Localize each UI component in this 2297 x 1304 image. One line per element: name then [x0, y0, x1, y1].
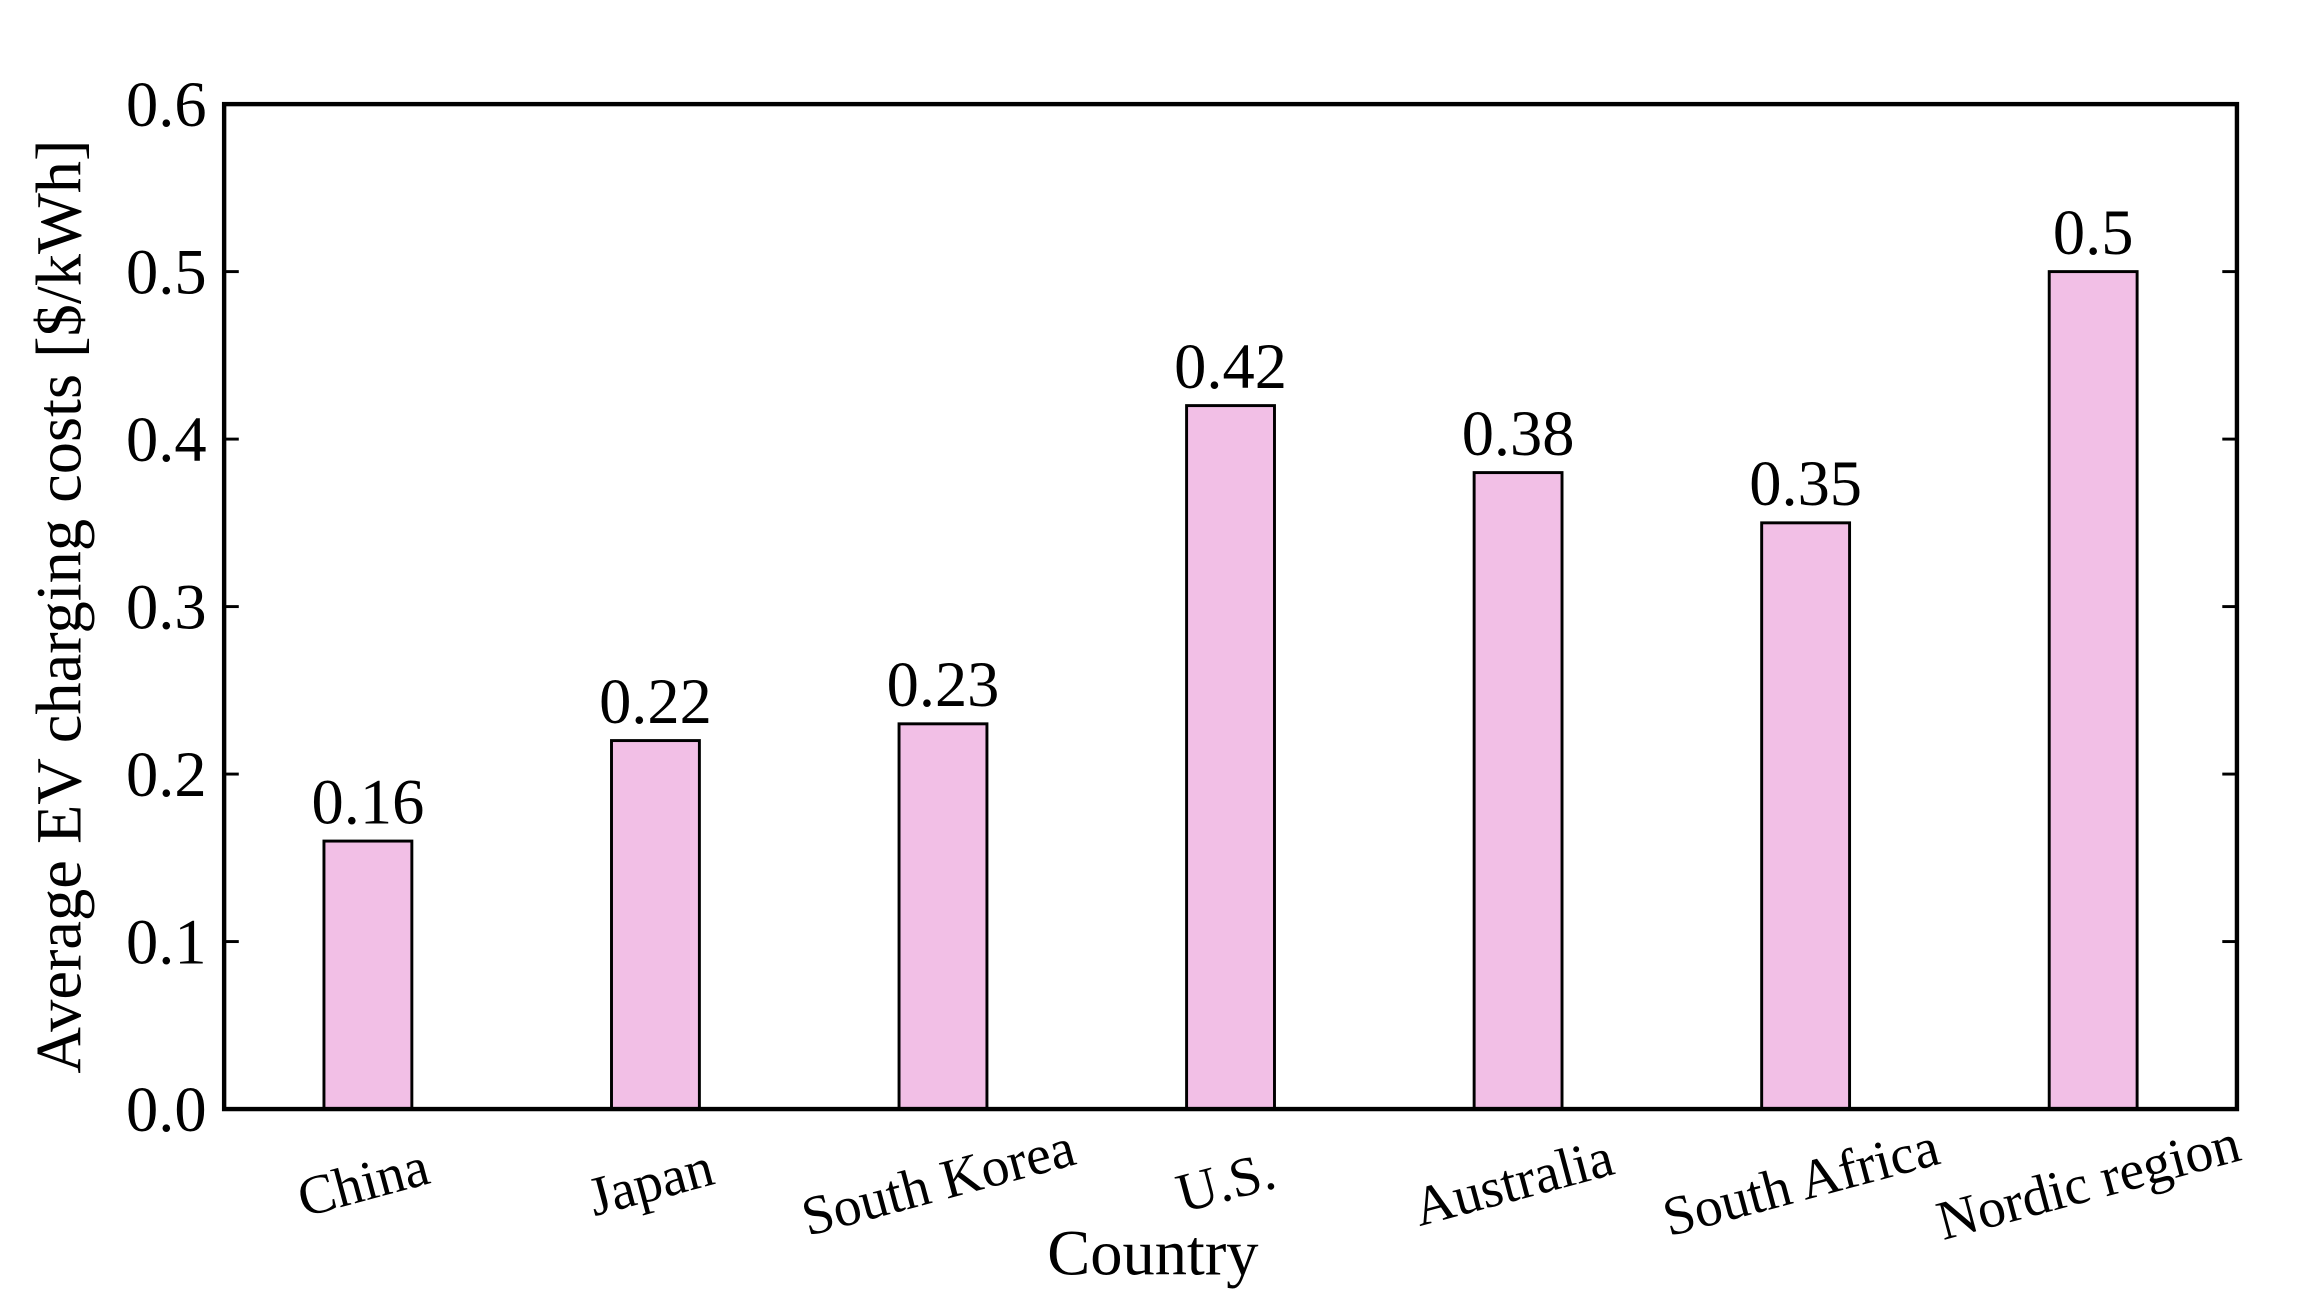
- y-tick-label: 0.3: [126, 572, 207, 643]
- x-tick-label: China: [291, 1135, 435, 1229]
- x-tick-label: U.S.: [1170, 1140, 1282, 1226]
- value-label: 0.23: [887, 649, 1000, 720]
- value-label: 0.35: [1749, 448, 1862, 519]
- y-tick-label: 0.0: [126, 1074, 207, 1145]
- value-label: 0.22: [599, 666, 712, 737]
- y-axis-title: Average EV charging costs [$/kWh]: [24, 140, 95, 1074]
- x-tick-label: South Africa: [1656, 1116, 1945, 1249]
- x-tick-label: Nordic region: [1930, 1112, 2246, 1252]
- value-label: 0.38: [1462, 398, 1575, 469]
- bar: [897, 722, 989, 1111]
- plot-frame: [221, 101, 2240, 1112]
- x-tick-label: Japan: [582, 1136, 720, 1229]
- bar: [1760, 521, 1852, 1111]
- x-axis-title: Country: [1047, 1218, 1258, 1289]
- y-tick-label: 0.6: [126, 69, 207, 140]
- value-label: 0.5: [2053, 197, 2134, 268]
- bar: [2047, 270, 2139, 1111]
- x-tick-label: South Korea: [795, 1116, 1081, 1248]
- y-tick-label: 0.2: [126, 739, 207, 810]
- value-label: 0.16: [312, 766, 425, 837]
- bar: [322, 839, 414, 1111]
- y-tick-label: 0.5: [126, 237, 207, 308]
- bar: [610, 739, 701, 1111]
- value-label: 0.42: [1174, 331, 1287, 402]
- x-tick-label: Australia: [1407, 1126, 1620, 1239]
- y-tick-label: 0.1: [126, 907, 207, 978]
- bar: [1185, 404, 1276, 1111]
- bar: [1472, 471, 1564, 1111]
- y-tick-label: 0.4: [126, 404, 207, 475]
